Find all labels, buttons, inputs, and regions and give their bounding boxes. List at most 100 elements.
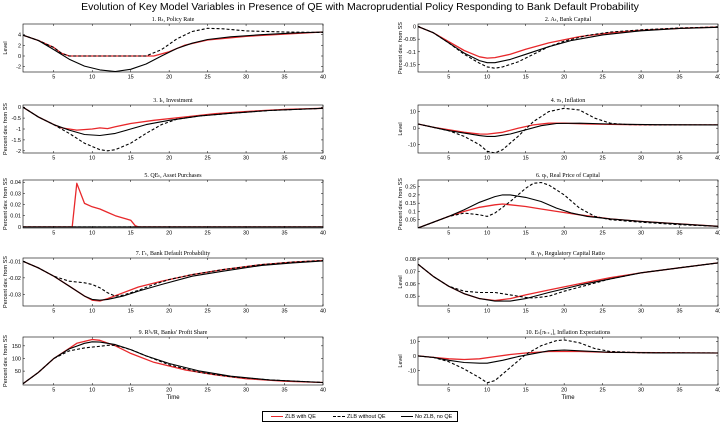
x-tick-label: 20 bbox=[166, 156, 172, 162]
series-line-2 bbox=[418, 262, 718, 299]
x-tick-label: 20 bbox=[166, 231, 172, 237]
series-line-2 bbox=[418, 339, 718, 384]
y-tick-label: 10 bbox=[410, 339, 416, 345]
y-axis-label: Level bbox=[398, 275, 404, 288]
y-tick-label: -0.01 bbox=[8, 259, 21, 265]
panel-title: 1. Rₜ, Policy Rate bbox=[152, 17, 195, 23]
x-tick-label: 25 bbox=[600, 156, 606, 162]
legend-label: ZLB without QE bbox=[347, 414, 386, 420]
x-tick-label: 30 bbox=[243, 388, 249, 394]
plot-frame bbox=[22, 336, 324, 386]
x-tick-label: 15 bbox=[523, 75, 529, 81]
x-tick-label: 15 bbox=[523, 309, 529, 315]
panel-title: 9. Rᵇₜ/R, Banks' Profit Share bbox=[139, 329, 208, 336]
plot-frame bbox=[417, 104, 719, 154]
x-tick-label: 10 bbox=[484, 231, 490, 237]
x-tick-label: 25 bbox=[205, 309, 211, 315]
y-tick-label: 0 bbox=[18, 105, 21, 111]
x-tick-label: 20 bbox=[166, 309, 172, 315]
x-tick-label: 15 bbox=[128, 388, 134, 394]
panel-series-group bbox=[418, 339, 718, 384]
x-tick-label: 15 bbox=[128, 231, 134, 237]
x-tick-label: 10 bbox=[89, 231, 95, 237]
x-tick-label: 40 bbox=[715, 231, 720, 237]
x-tick-label: 20 bbox=[166, 388, 172, 394]
x-tick-label: 30 bbox=[638, 75, 644, 81]
panel-title: 6. qₜ, Real Price of Capital bbox=[536, 172, 600, 179]
x-axis-label: Time bbox=[561, 395, 575, 401]
x-tick-label: 40 bbox=[320, 75, 326, 81]
plot-frame bbox=[417, 23, 719, 73]
series-line-3 bbox=[418, 122, 718, 137]
series-line-3 bbox=[418, 262, 718, 302]
panel-7: 5 10 15 20 25 30 35 40 -0.03 -0.02 -0.01 7. Γₜ, Ban… bbox=[3, 250, 326, 315]
y-tick-label: -10 bbox=[408, 368, 416, 374]
x-tick-label: 20 bbox=[166, 75, 172, 81]
y-tick-label: 150 bbox=[12, 344, 21, 350]
x-tick-label: 20 bbox=[561, 75, 567, 81]
x-tick-label: 5 bbox=[447, 75, 450, 81]
y-tick-label: -0.03 bbox=[8, 292, 21, 298]
x-tick-label: 20 bbox=[561, 309, 567, 315]
legend-swatch bbox=[271, 416, 283, 418]
legend: ZLB with QE ZLB without QE No ZLB, no QE bbox=[262, 411, 458, 422]
x-tick-label: 5 bbox=[447, 156, 450, 162]
x-tick-label: 25 bbox=[600, 309, 606, 315]
plot-frame bbox=[417, 336, 719, 386]
x-tick-label: 5 bbox=[447, 388, 450, 394]
plot-frame bbox=[22, 257, 324, 307]
x-tick-label: 10 bbox=[89, 75, 95, 81]
panel-4: 5 10 15 20 25 30 35 40 -10 0 10 4. πₜ, Inflation Lev… bbox=[398, 97, 720, 162]
panel-series-group bbox=[418, 181, 718, 228]
x-tick-label: 30 bbox=[243, 75, 249, 81]
x-tick-label: 35 bbox=[281, 156, 287, 162]
x-tick-label: 5 bbox=[52, 231, 55, 237]
panel-series-group bbox=[23, 338, 323, 385]
panel-series-group bbox=[418, 25, 718, 69]
x-tick-label: 25 bbox=[205, 231, 211, 237]
y-tick-label: 0.05 bbox=[405, 294, 416, 300]
series-line-2 bbox=[23, 27, 323, 57]
series-line-3 bbox=[23, 31, 323, 72]
x-tick-label: 15 bbox=[128, 309, 134, 315]
panel-10: 5 10 15 20 25 30 35 40 -10 0 10 10. Eₜ[πₜ₊₁], Infla… bbox=[398, 329, 720, 401]
x-tick-label: 35 bbox=[676, 231, 682, 237]
x-tick-label: 5 bbox=[447, 231, 450, 237]
x-axis-label: Time bbox=[166, 395, 180, 401]
x-tick-label: 35 bbox=[676, 75, 682, 81]
panel-2: 5 10 15 20 25 30 35 40 -0.15 -0.1 -0.05 0 2. Aₜ, Ban… bbox=[398, 17, 720, 81]
panel-title: 8. γₜ, Regulatory Capital Ratio bbox=[531, 251, 604, 257]
x-tick-label: 25 bbox=[600, 231, 606, 237]
y-axis-label: Percent dev. from SS bbox=[3, 178, 9, 230]
y-tick-label: 0.06 bbox=[405, 282, 416, 288]
plot-frame bbox=[417, 179, 719, 229]
y-tick-label: 0.01 bbox=[10, 214, 21, 220]
x-tick-label: 40 bbox=[320, 231, 326, 237]
x-tick-label: 40 bbox=[715, 156, 720, 162]
series-line-1 bbox=[23, 182, 323, 228]
figure-title: Evolution of Key Model Variables in Pres… bbox=[81, 1, 639, 13]
x-tick-label: 30 bbox=[638, 231, 644, 237]
y-tick-label: 0.08 bbox=[405, 257, 416, 263]
series-line-2 bbox=[23, 344, 323, 385]
y-tick-label: 4 bbox=[18, 33, 21, 39]
series-line-1 bbox=[23, 259, 323, 302]
panel-series-group bbox=[418, 262, 718, 302]
y-axis-label: Percent dev. from SS bbox=[3, 256, 9, 308]
series-line-3 bbox=[418, 194, 718, 228]
series-line-2 bbox=[418, 25, 718, 69]
panel-title: 10. Eₜ[πₜ₊₁], Inflation Expectations bbox=[526, 329, 611, 336]
y-tick-label: 0.1 bbox=[408, 209, 416, 215]
y-axis-label: Level bbox=[398, 354, 404, 367]
y-tick-label: 0.25 bbox=[405, 185, 416, 191]
series-line-1 bbox=[23, 31, 323, 57]
x-tick-label: 25 bbox=[205, 388, 211, 394]
y-tick-label: 0 bbox=[413, 354, 416, 360]
x-tick-label: 40 bbox=[715, 75, 720, 81]
x-tick-label: 15 bbox=[523, 388, 529, 394]
y-tick-label: 0.02 bbox=[10, 203, 21, 209]
y-tick-label: 0.04 bbox=[10, 180, 21, 186]
plot-frame bbox=[22, 23, 324, 73]
x-tick-label: 10 bbox=[484, 309, 490, 315]
